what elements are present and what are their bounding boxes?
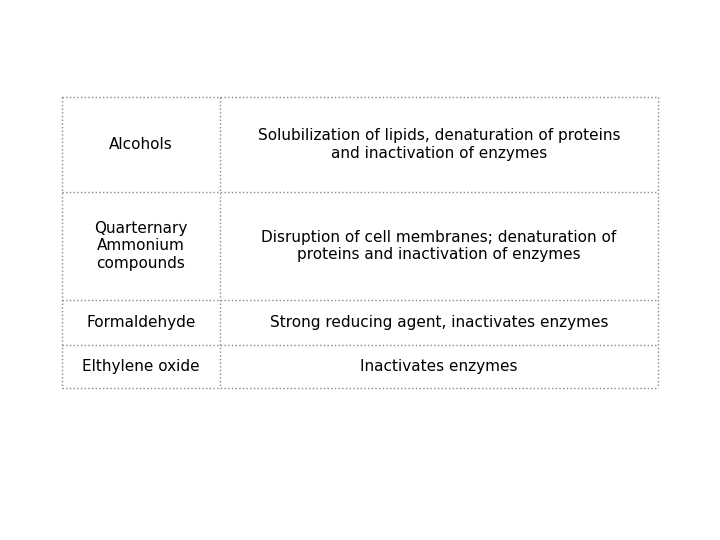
Text: Inactivates enzymes: Inactivates enzymes bbox=[360, 359, 518, 374]
Text: Disruption of cell membranes; denaturation of
proteins and inactivation of enzym: Disruption of cell membranes; denaturati… bbox=[261, 230, 616, 262]
Text: Solubilization of lipids, denaturation of proteins
and inactivation of enzymes: Solubilization of lipids, denaturation o… bbox=[258, 129, 620, 161]
Text: Formaldehyde: Formaldehyde bbox=[86, 315, 196, 330]
Text: Alcohols: Alcohols bbox=[109, 137, 173, 152]
Text: Quarternary
Ammonium
compounds: Quarternary Ammonium compounds bbox=[94, 221, 188, 271]
Text: Elthylene oxide: Elthylene oxide bbox=[82, 359, 200, 374]
Text: Strong reducing agent, inactivates enzymes: Strong reducing agent, inactivates enzym… bbox=[270, 315, 608, 330]
